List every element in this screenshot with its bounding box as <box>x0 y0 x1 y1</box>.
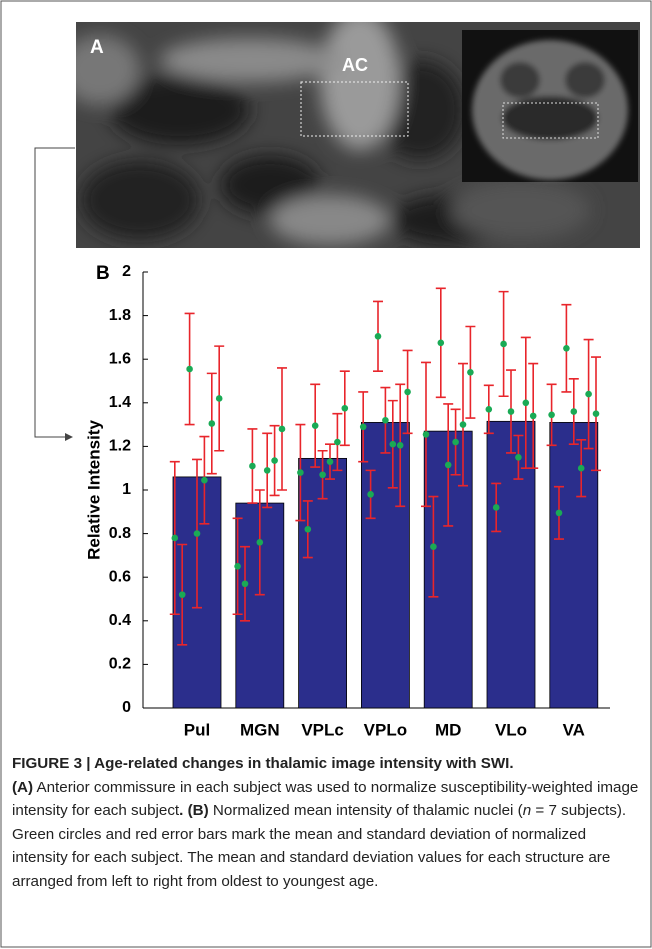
caption-title: FIGURE 3 | Age-related changes in thalam… <box>12 752 640 776</box>
y-tick-label: 1.6 <box>109 350 131 367</box>
bar <box>361 422 409 708</box>
mri-image <box>60 10 640 248</box>
subject-point <box>548 411 555 418</box>
subject-point <box>467 369 474 376</box>
subject-point <box>319 471 326 478</box>
caption-segment: (A) <box>12 779 33 796</box>
subject-point <box>556 510 563 517</box>
panel-label: A <box>90 37 104 58</box>
y-tick-label: 1.4 <box>109 394 131 411</box>
panel-label: B <box>96 263 110 284</box>
bar <box>487 421 535 708</box>
subject-point <box>242 580 249 587</box>
subject-point <box>172 535 179 542</box>
x-tick-label: VLo <box>495 720 527 739</box>
x-tick-label: Pul <box>184 720 210 739</box>
subject-point <box>327 458 334 465</box>
subject-point <box>404 389 411 396</box>
subject-point <box>257 539 264 546</box>
subject-point <box>438 340 445 347</box>
plot: B Relative Intensity 0 0.2 0.4 0.6 0.8 1 1.2 1.4 1… <box>84 263 610 739</box>
subject-point <box>234 563 241 570</box>
subject-point <box>342 405 349 412</box>
subject-point <box>194 530 201 537</box>
subject-point <box>305 526 312 533</box>
subject-point <box>500 341 507 348</box>
subject-point <box>201 477 208 484</box>
subject-point <box>452 439 459 446</box>
subject-point <box>271 457 278 464</box>
y-tick-label: 1.8 <box>109 307 131 324</box>
y-tick-label: 0.2 <box>109 656 131 673</box>
bar <box>550 422 598 708</box>
x-tick-label: VPLc <box>301 720 344 739</box>
subject-point <box>279 426 286 433</box>
y-tick-label: 1 <box>122 481 131 498</box>
subject-point <box>360 423 367 430</box>
subject-point <box>593 410 600 417</box>
subject-point <box>493 504 500 511</box>
subject-point <box>297 469 304 476</box>
y-tick-label: 0.8 <box>109 525 131 542</box>
subject-point <box>367 491 374 498</box>
y-tick-label: 0 <box>122 699 131 716</box>
subject-point <box>382 417 389 424</box>
subject-point <box>397 442 404 449</box>
subject-point <box>334 439 341 446</box>
subject-point <box>390 441 397 448</box>
y-tick-label: 0.4 <box>109 612 131 629</box>
y-tick-label: 2 <box>122 263 131 280</box>
subject-point <box>179 591 186 598</box>
subject-point <box>209 420 216 427</box>
y-axis-label: Relative Intensity <box>84 420 103 560</box>
subject-point <box>249 463 256 470</box>
subject-point <box>523 400 530 407</box>
x-tick-label: MGN <box>240 720 280 739</box>
subject-point <box>375 333 382 340</box>
subject-point <box>515 454 522 461</box>
subject-point <box>585 391 592 398</box>
y-tick-label: 0.6 <box>109 568 131 585</box>
caption-body: (A) Anterior commissure in each subject … <box>12 779 638 890</box>
subject-point <box>216 395 223 402</box>
subject-point <box>530 413 537 420</box>
subject-point <box>460 421 467 428</box>
subject-point <box>578 465 585 472</box>
x-tick-label: MD <box>435 720 461 739</box>
subject-point <box>186 366 193 373</box>
x-tick-label: VA <box>563 720 585 739</box>
roi-label: AC <box>342 55 368 75</box>
subject-point <box>486 406 493 413</box>
caption-segment: n <box>523 802 531 819</box>
subject-point <box>445 462 452 469</box>
caption-segment: . (B) <box>179 802 209 819</box>
caption: FIGURE 3 | Age-related changes in thalam… <box>12 752 640 894</box>
caption-segment: Normalized mean intensity of thalamic nu… <box>209 802 523 819</box>
subject-point <box>312 422 319 429</box>
subject-point <box>264 467 271 474</box>
arrow <box>35 148 75 437</box>
y-tick-label: 1.2 <box>109 438 131 455</box>
subject-point <box>571 408 578 415</box>
subject-point <box>563 345 570 352</box>
page: A AC B Relative Intensity 0 0.2 0.4 0.6 0.8 1 1.… <box>0 0 652 949</box>
subject-point <box>430 543 437 550</box>
subject-point <box>423 431 430 438</box>
subject-point <box>508 408 515 415</box>
x-tick-label: VPLo <box>364 720 407 739</box>
